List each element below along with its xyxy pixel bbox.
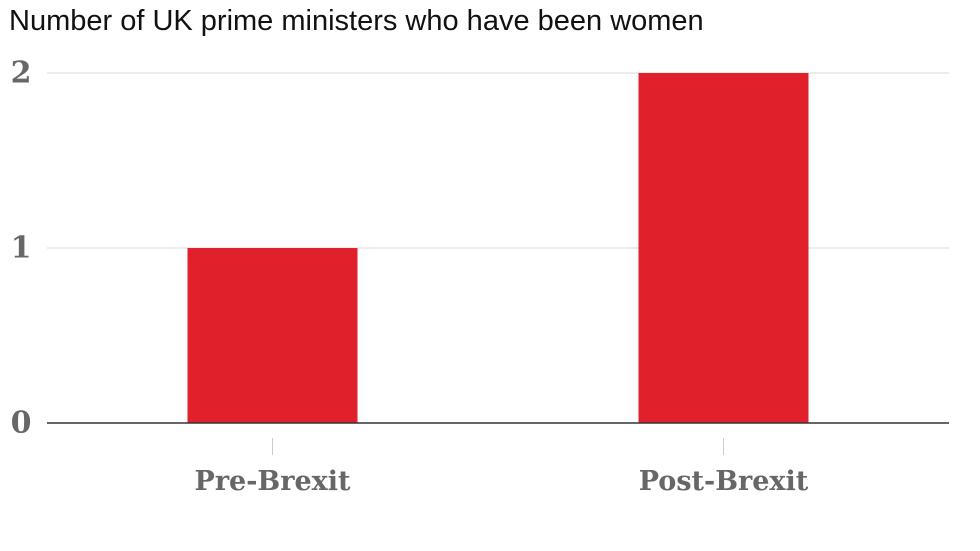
chart-title: Number of UK prime ministers who have be… bbox=[9, 5, 704, 37]
y-tick-label: 1 bbox=[11, 231, 32, 266]
bar-post-brexit bbox=[638, 73, 809, 423]
y-tick-label: 0 bbox=[11, 406, 32, 441]
y-axis-ticks: 0 1 2 bbox=[11, 56, 32, 441]
x-tick-label: Post-Brexit bbox=[639, 466, 809, 497]
x-axis-ticks: Pre-Brexit Post-Brexit bbox=[195, 438, 809, 497]
gridlines bbox=[47, 72, 949, 249]
bars bbox=[187, 73, 809, 423]
x-tick-label: Pre-Brexit bbox=[195, 466, 351, 497]
y-tick-label: 2 bbox=[11, 56, 32, 91]
bar-pre-brexit bbox=[187, 248, 358, 423]
